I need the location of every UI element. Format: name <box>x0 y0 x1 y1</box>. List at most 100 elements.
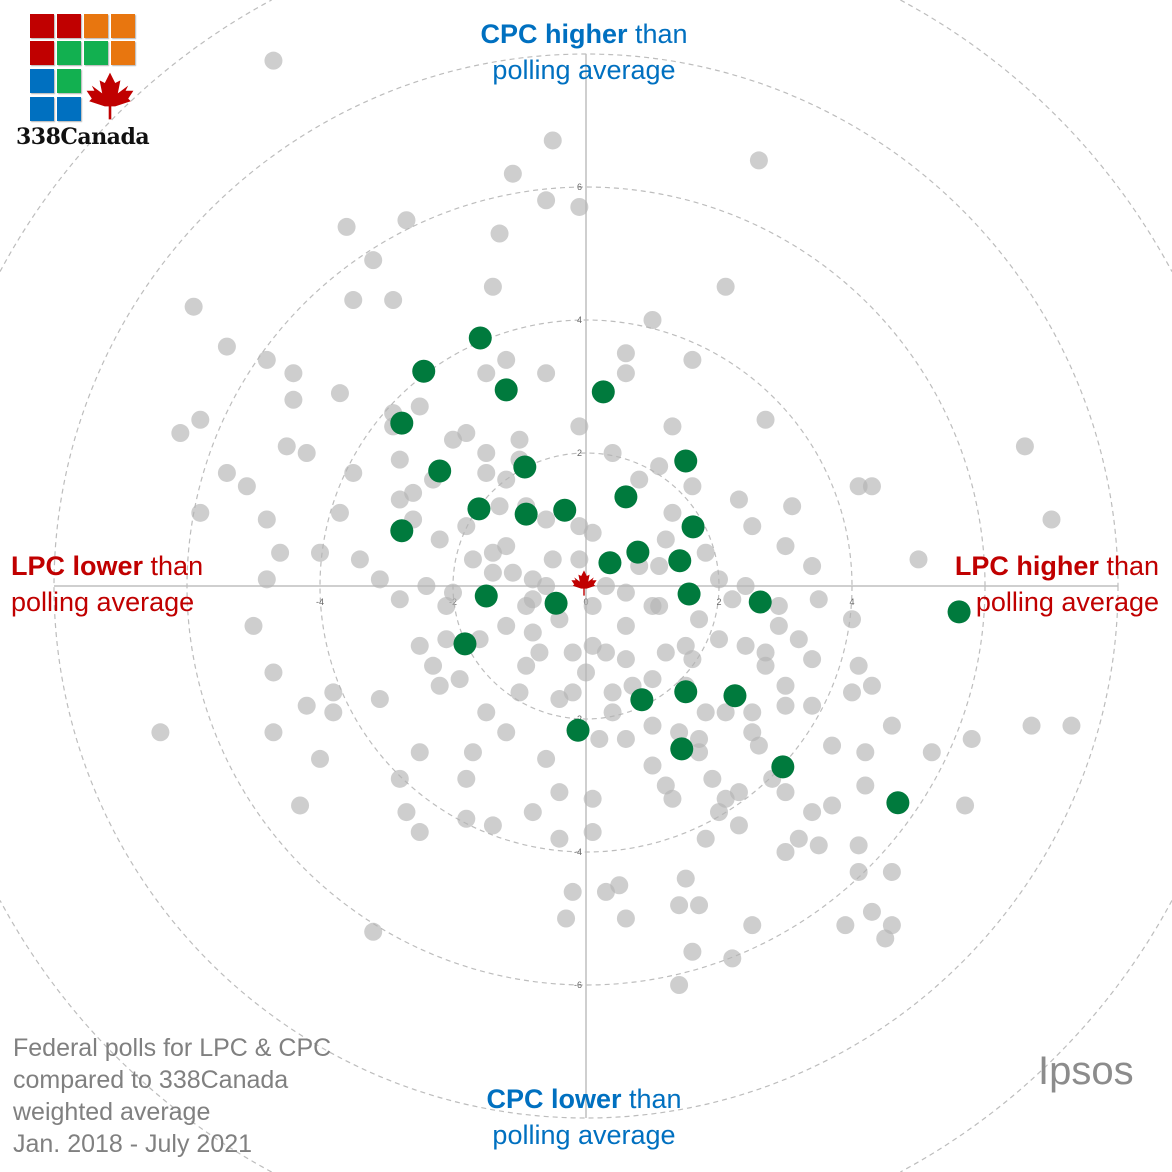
poll-point-ipsos <box>626 540 650 564</box>
poll-point-other <box>390 769 409 788</box>
poll-point-other <box>710 630 728 649</box>
poll-point-other <box>729 490 748 509</box>
poll-point-other <box>583 789 602 808</box>
poll-point-other <box>650 457 669 476</box>
poll-point-ipsos <box>771 755 795 779</box>
poll-point-other <box>843 610 861 629</box>
poll-point-other <box>650 596 669 615</box>
poll-point-other <box>603 444 622 462</box>
poll-point-other <box>743 703 762 722</box>
poll-point-other <box>776 676 795 695</box>
poll-point-ipsos <box>468 326 492 350</box>
poll-point-other <box>483 816 502 835</box>
poll-point-other <box>537 749 556 768</box>
poll-point-other <box>404 483 423 502</box>
poll-point-ipsos <box>674 680 698 704</box>
poll-point-other <box>696 829 715 848</box>
poll-point-other <box>809 836 828 855</box>
poll-point-other <box>291 796 310 815</box>
x-tick-label: 4 <box>849 597 854 607</box>
poll-point-ipsos <box>630 688 654 712</box>
poll-point-other <box>437 596 456 615</box>
poll-point-other <box>676 869 695 888</box>
poll-point-other <box>537 191 556 210</box>
poll-point-other <box>410 743 429 762</box>
poll-point-other <box>370 690 389 709</box>
poll-point-other <box>690 743 709 762</box>
poll-point-other <box>596 643 615 662</box>
poll-point-ipsos <box>453 632 477 656</box>
poll-point-ipsos <box>748 590 772 614</box>
poll-point-other <box>330 384 349 403</box>
poll-point-other <box>856 776 875 795</box>
poll-point-ipsos <box>947 600 971 624</box>
poll-point-other <box>244 616 263 635</box>
poll-point-ipsos <box>723 684 747 708</box>
label-cpc-lower: CPC lower than polling average <box>384 1081 784 1153</box>
label-lpc-lower: LPC lower than polling average <box>11 548 203 620</box>
poll-point-other <box>490 224 509 243</box>
poll-point-other <box>663 417 682 436</box>
poll-point-other <box>656 643 675 662</box>
chart-note: Federal polls for LPC & CPC compared to … <box>13 1032 331 1160</box>
poll-point-other <box>410 397 429 416</box>
poll-point-other <box>437 630 456 649</box>
poll-point-other <box>271 543 290 562</box>
poll-point-other <box>729 816 748 835</box>
poll-point-other <box>862 477 881 496</box>
poll-point-other <box>151 723 170 742</box>
poll-point-other <box>530 643 549 662</box>
poll-point-other <box>856 743 875 762</box>
poll-point-other <box>483 563 502 582</box>
poll-point-other <box>656 530 675 549</box>
poll-point-other <box>370 570 389 589</box>
label-rest: than <box>1098 551 1159 581</box>
poll-point-other <box>690 610 709 629</box>
poll-point-other <box>789 630 808 649</box>
poll-point-other <box>570 417 589 436</box>
label-bold: LPC higher <box>954 551 1099 581</box>
y-tick-label: -4 <box>574 847 582 857</box>
poll-point-other <box>743 916 762 935</box>
poll-point-other <box>882 916 901 935</box>
poll-point-other <box>849 477 868 496</box>
poll-point-other <box>390 590 409 609</box>
poll-point-other <box>882 716 901 735</box>
poll-point-other <box>450 670 469 689</box>
poll-point-other <box>1042 510 1061 529</box>
poll-point-other <box>922 743 941 762</box>
y-tick-label: -6 <box>574 980 582 990</box>
poll-point-other <box>696 703 715 722</box>
poll-point-other <box>703 769 722 788</box>
poll-point-other <box>417 577 436 595</box>
poll-point-other <box>364 922 383 941</box>
poll-point-other <box>523 590 542 609</box>
poll-point-other <box>610 876 629 895</box>
poll-point-other <box>350 550 369 569</box>
poll-point-other <box>497 350 516 369</box>
poll-point-other <box>344 463 363 482</box>
poll-point-other <box>849 656 868 675</box>
poll-point-other <box>736 636 755 655</box>
poll-point-other <box>284 364 303 383</box>
poll-point-other <box>716 277 735 296</box>
poll-point-other <box>563 643 582 662</box>
poll-point-other <box>616 729 635 748</box>
poll-point-other <box>1015 437 1034 456</box>
poll-point-other <box>324 703 343 722</box>
poll-point-other <box>264 663 283 682</box>
poll-point-other <box>643 756 662 775</box>
poll-point-other <box>410 636 429 655</box>
poll-point-other <box>1062 716 1081 735</box>
poll-point-other <box>444 583 462 602</box>
logo-text: 338Canada <box>16 124 150 150</box>
poll-point-other <box>297 696 316 715</box>
poll-point-other <box>503 563 522 582</box>
poll-point-other <box>809 590 828 609</box>
poll-point-other <box>523 623 542 642</box>
poll-point-ipsos <box>674 449 698 473</box>
poll-point-other <box>690 896 709 915</box>
poll-point-other <box>683 942 702 961</box>
label-line2: polling average <box>975 587 1159 617</box>
